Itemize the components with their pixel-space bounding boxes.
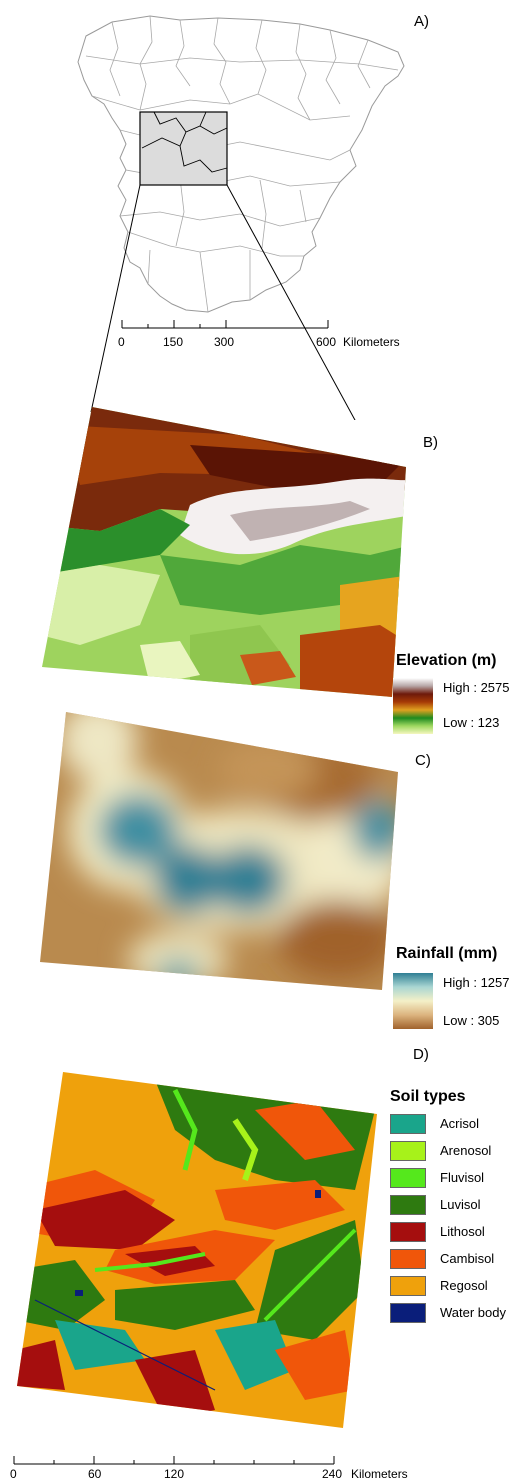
rainfall-low-label: Low : 305 [443, 1013, 500, 1028]
rainfall-high-label: High : 1257 [443, 975, 510, 990]
soil-legend-item: Luvisol [390, 1195, 520, 1217]
panel-a-label: A) [414, 13, 429, 30]
soil-label: Cambisol [440, 1251, 495, 1266]
scale-top-unit: Kilometers [343, 335, 400, 349]
soil-label: Fluvisol [440, 1170, 485, 1185]
study-area-provinces [141, 111, 228, 173]
scale-top-tick-300: 300 [214, 335, 235, 349]
soil-map [17, 1072, 377, 1428]
elevation-color-ramp [393, 678, 433, 734]
soil-label: Lithosol [440, 1224, 485, 1239]
elevation-map [42, 407, 406, 697]
scale-top-tick-150: 150 [163, 335, 184, 349]
soil-swatch [390, 1303, 426, 1323]
panel-d-label: D) [413, 1046, 429, 1063]
soil-legend-item: Lithosol [390, 1222, 520, 1244]
panel-b-label: B) [423, 434, 438, 451]
elevation-low-label: Low : 123 [443, 715, 500, 730]
study-area-box [139, 111, 228, 186]
soil-swatch [390, 1249, 426, 1269]
scale-bar-top [121, 320, 329, 329]
elevation-high-label: High : 2575 [443, 680, 510, 695]
soil-label: Luvisol [440, 1197, 481, 1212]
soil-legend-item: Regosol [390, 1276, 520, 1298]
soil-legend-item: Cambisol [390, 1249, 520, 1271]
soil-swatch [390, 1141, 426, 1161]
spain-province-map [77, 15, 405, 420]
soil-legend-item: Arenosol [390, 1141, 520, 1163]
scale-bar-bottom [13, 1456, 335, 1465]
soil-legend-title: Soil types [390, 1088, 466, 1105]
scale-bottom-tick-60: 60 [88, 1467, 102, 1481]
soil-label: Acrisol [440, 1116, 480, 1131]
soil-swatch [390, 1276, 426, 1296]
scale-bottom-tick-240: 240 [322, 1467, 343, 1481]
soil-legend-item: Acrisol [390, 1114, 520, 1136]
scale-bottom-unit: Kilometers [351, 1467, 408, 1481]
soil-label: Water body [440, 1305, 506, 1320]
panel-c-label: C) [415, 752, 431, 769]
soil-legend-item: Fluvisol [390, 1168, 520, 1190]
soil-swatch [390, 1114, 426, 1134]
rainfall-legend-title: Rainfall (mm) [396, 945, 498, 962]
rainfall-map [40, 712, 398, 990]
soil-swatch [390, 1168, 426, 1188]
soil-legend-item: Water body [390, 1303, 520, 1325]
scale-top-tick-0: 0 [118, 335, 125, 349]
zoom-line-left [90, 184, 141, 413]
scale-top-tick-600: 600 [316, 335, 337, 349]
scale-bottom-tick-120: 120 [164, 1467, 185, 1481]
spain-outline [77, 15, 405, 313]
zoom-line-right [226, 184, 356, 420]
soil-swatch [390, 1195, 426, 1215]
scale-bottom-tick-0: 0 [10, 1467, 17, 1481]
rainfall-color-ramp [393, 973, 433, 1029]
elevation-legend-title: Elevation (m) [396, 652, 497, 669]
soil-label: Arenosol [440, 1143, 492, 1158]
soil-label: Regosol [440, 1278, 488, 1293]
soil-swatch [390, 1222, 426, 1242]
